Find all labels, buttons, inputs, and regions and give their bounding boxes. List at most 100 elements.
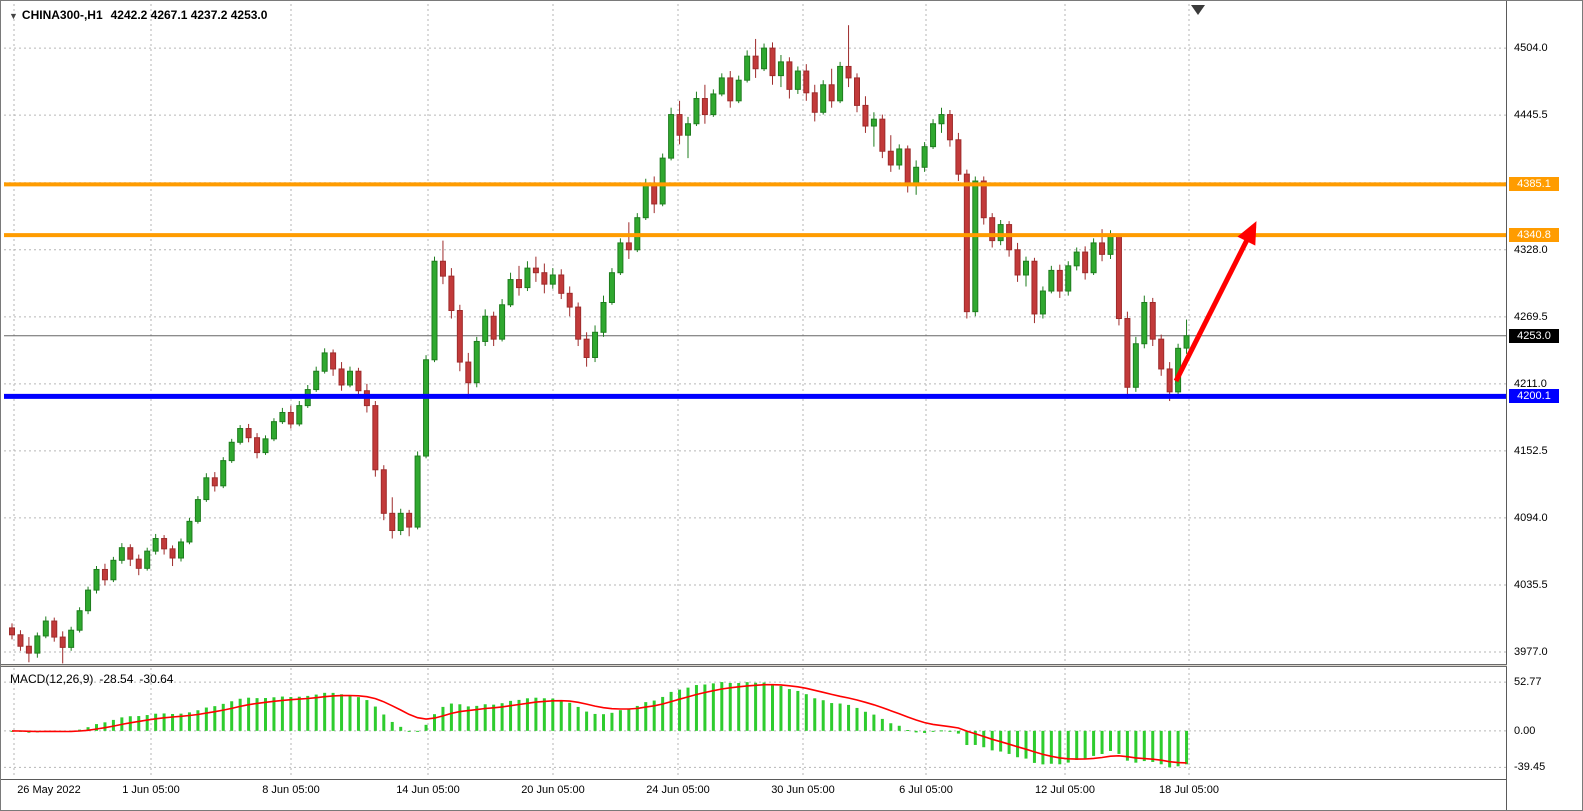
macd-pane[interactable]: [4, 668, 1506, 778]
time-axis-label: 6 Jul 05:00: [899, 784, 953, 796]
macd-axis-label: 52.77: [1514, 676, 1542, 689]
chart-shift-marker-icon[interactable]: [1191, 5, 1205, 15]
time-axis-label: 8 Jun 05:00: [262, 784, 320, 796]
chart-title: ▼ CHINA300-,H1 4242.2 4267.1 4237.2 4253.0: [9, 8, 267, 22]
candle: [718, 73, 725, 97]
grid-layer: [4, 4, 1506, 664]
pane-divider[interactable]: [1, 664, 1582, 667]
candle: [279, 407, 286, 424]
candle: [169, 545, 176, 567]
trend-arrow[interactable]: [1173, 221, 1257, 383]
price-axis-label: 4269.5: [1514, 310, 1548, 323]
candle: [17, 630, 24, 651]
candle: [1048, 265, 1055, 294]
candle: [701, 84, 708, 124]
candle: [439, 240, 446, 285]
price-axis-label: 4504.0: [1514, 42, 1548, 55]
price-axis-separator: [1506, 1, 1507, 810]
candle: [955, 132, 962, 182]
price-axis[interactable]: 4504.0 4445.5 4328.0 4269.5 4211.0 4152.5 4094…: [1507, 1, 1582, 810]
candle: [254, 433, 261, 459]
candle: [549, 268, 556, 289]
candle: [101, 563, 108, 586]
candle: [161, 535, 168, 555]
candle: [921, 142, 928, 172]
candle: [837, 61, 844, 104]
price-axis-label: 4094.0: [1514, 511, 1548, 524]
candle: [566, 286, 573, 317]
candle: [194, 496, 201, 524]
candle: [651, 176, 658, 214]
candle: [135, 554, 142, 576]
candle: [608, 268, 615, 305]
current-price-badge: 4253.0: [1509, 328, 1559, 343]
hline-badge: 4200.1: [1509, 389, 1559, 404]
candle: [228, 438, 235, 463]
horizontal-lines-layer[interactable]: [4, 182, 1506, 399]
price-axis-label: 3977.0: [1514, 645, 1548, 658]
candle: [845, 25, 852, 88]
candle: [1132, 336, 1139, 392]
candle: [220, 457, 227, 489]
candle: [287, 405, 294, 429]
candle: [541, 263, 548, 294]
candle: [85, 586, 92, 615]
candle: [414, 451, 421, 530]
candle: [1039, 286, 1046, 319]
chart-collapse-icon[interactable]: ▼: [9, 11, 18, 21]
candle: [68, 626, 75, 651]
candle: [355, 367, 362, 397]
price-chart-pane[interactable]: [4, 4, 1506, 664]
candle: [431, 256, 438, 363]
candle: [448, 268, 455, 319]
candle: [972, 176, 979, 317]
chart-shift-marker-layer[interactable]: [1191, 5, 1205, 15]
time-axis-label: 18 Jul 05:00: [1159, 784, 1219, 796]
candle: [896, 144, 903, 170]
candle: [42, 616, 49, 639]
candle: [127, 544, 134, 567]
candles-layer: [9, 25, 1190, 664]
macd-signal-value: -30.64: [139, 672, 174, 686]
candle: [490, 311, 497, 347]
candle: [870, 112, 877, 147]
macd-histogram: [10, 682, 1189, 768]
candle: [313, 366, 320, 392]
time-axis[interactable]: 26 May 2022 1 Jun 05:00 8 Jun 05:00 14 Jun …: [4, 782, 1506, 808]
candle: [1006, 221, 1013, 257]
candle: [76, 607, 83, 633]
time-axis-label: 30 Jun 05:00: [771, 784, 835, 796]
candle: [752, 38, 759, 78]
candle: [51, 617, 58, 642]
candle: [186, 517, 193, 545]
candle: [1031, 257, 1038, 324]
candle: [507, 272, 514, 308]
candle: [482, 309, 489, 347]
candle: [828, 68, 835, 108]
candle: [456, 304, 463, 372]
trend-arrow-layer[interactable]: [1173, 221, 1257, 383]
candle: [744, 50, 751, 83]
candle: [938, 107, 945, 133]
time-axis-separator: [1, 779, 1582, 780]
macd-main-value: -28.54: [99, 672, 134, 686]
candle: [499, 299, 506, 342]
candle: [406, 509, 413, 537]
price-axis-label: 4035.5: [1514, 578, 1548, 591]
candle: [1183, 319, 1190, 354]
candle: [659, 153, 666, 207]
candle: [946, 109, 953, 147]
time-axis-label: 26 May 2022: [17, 784, 81, 796]
candle: [1065, 261, 1072, 296]
candle: [321, 348, 328, 374]
candle: [524, 261, 531, 292]
candle: [1115, 233, 1122, 326]
candle: [710, 89, 717, 117]
candle: [237, 425, 244, 445]
macd-axis-label: -39.45: [1514, 761, 1546, 774]
candle: [465, 352, 472, 399]
hline-badge: 4340.8: [1509, 228, 1559, 243]
candle: [34, 632, 41, 658]
candle: [1149, 297, 1156, 347]
